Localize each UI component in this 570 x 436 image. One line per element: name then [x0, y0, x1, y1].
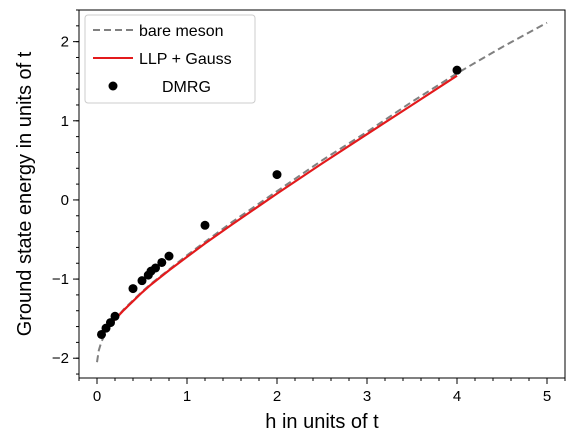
series-line-llp-gauss: [98, 74, 458, 338]
data-point-dmrg: [106, 318, 115, 328]
legend-box: [84, 14, 256, 104]
data-point-dmrg: [151, 263, 160, 273]
data-point-dmrg: [272, 170, 282, 180]
plot-content: [96, 21, 548, 363]
legend-swatch-dmrg: [108, 81, 118, 91]
data-point-dmrg: [128, 284, 138, 294]
y-tick-label: −2: [52, 350, 69, 367]
data-point-dmrg: [164, 251, 174, 261]
legend-label-dmrg: DMRG: [162, 79, 211, 96]
x-axis-label: h in units of t: [265, 411, 379, 433]
legend-label-llp-gauss: LLP + Gauss: [139, 51, 232, 68]
y-axis-label: Ground state energy in units of t: [14, 51, 36, 336]
x-tick-label: 0: [93, 388, 101, 405]
x-tick-label: 4: [453, 388, 461, 405]
y-tick-label: 2: [61, 34, 69, 51]
x-tick-label: 3: [363, 388, 371, 405]
data-point-dmrg: [97, 329, 106, 339]
legend-label-bare-meson: bare meson: [139, 23, 224, 40]
x-tick-label: 1: [183, 388, 191, 405]
x-tick-label: 2: [273, 388, 281, 405]
legend: bare meson LLP + Gauss DMRG: [84, 14, 256, 104]
data-point-dmrg: [157, 257, 167, 267]
x-tick-label: 5: [543, 388, 551, 405]
y-tick-label: 1: [61, 113, 69, 130]
y-tick-label: 0: [61, 192, 69, 209]
data-point-dmrg: [452, 65, 462, 75]
y-tick-label: −1: [52, 271, 69, 288]
data-point-dmrg: [137, 276, 147, 286]
axis-ticks: 0 1 2 3 4 5 −2 −1 0 1 2: [52, 9, 566, 405]
data-point-dmrg: [110, 311, 120, 321]
data-point-dmrg: [200, 220, 210, 230]
plot-frame: [78, 9, 566, 379]
